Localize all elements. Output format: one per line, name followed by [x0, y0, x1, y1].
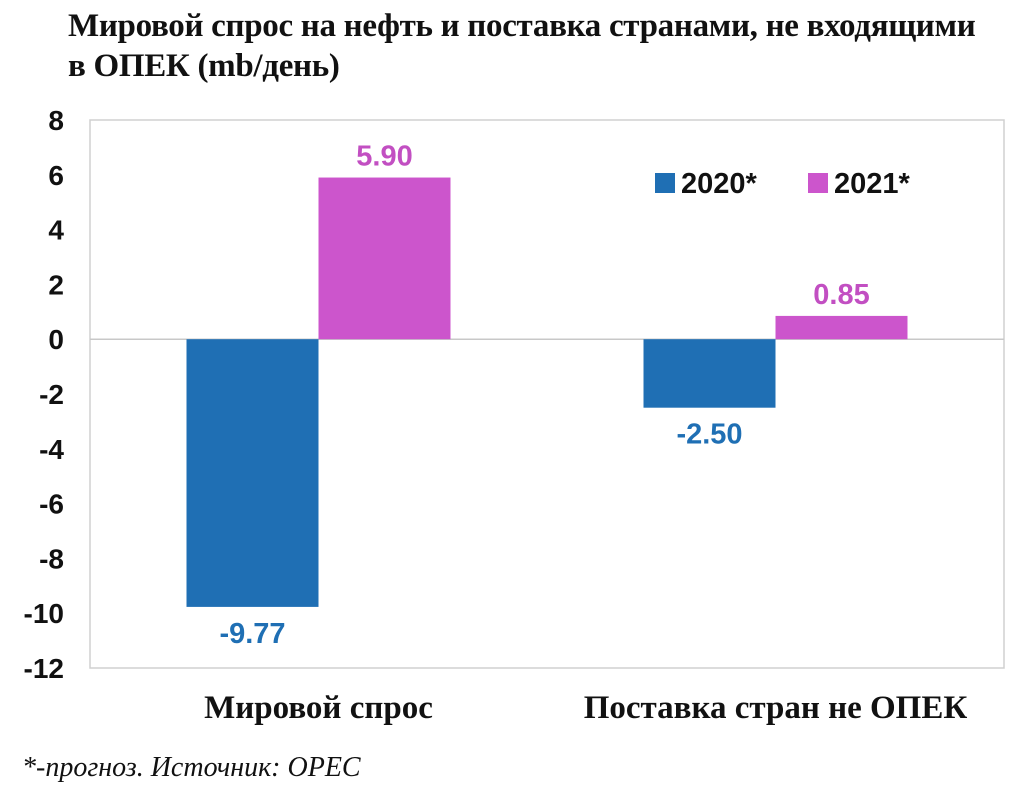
data-label: 0.85 [813, 279, 869, 311]
bar-2020 [643, 339, 776, 408]
data-label: -9.77 [219, 618, 285, 650]
y-tick-label: 4 [48, 215, 64, 246]
y-tick-label: -6 [39, 489, 64, 520]
y-tick-label: -10 [24, 598, 64, 629]
y-tick-label: 2 [48, 269, 64, 300]
chart-title: Мировой спрос на нефть и поставка страна… [68, 6, 998, 86]
category-label: Поставка стран не ОПЕК [584, 690, 968, 726]
legend-swatch [808, 173, 828, 193]
bar-2020 [186, 339, 319, 607]
plot-area [89, 119, 1005, 669]
legend-swatch [655, 173, 675, 193]
y-tick-label: 8 [48, 105, 64, 136]
bar-2021 [318, 177, 451, 340]
y-tick-label: 0 [48, 324, 64, 355]
footnote: *-прогноз. Источник: OPEC [22, 752, 361, 783]
data-label: 5.90 [356, 141, 412, 173]
y-tick-label: -8 [39, 543, 64, 574]
bar-2021 [775, 315, 908, 340]
legend-label: 2020* [681, 168, 758, 200]
y-tick-label: 6 [48, 160, 64, 191]
category-label: Мировой спрос [204, 690, 433, 726]
chart-title-line-2: в ОПЕК (mb/день) [68, 48, 340, 84]
y-tick-label: -4 [39, 434, 64, 465]
data-label: -2.50 [676, 419, 742, 451]
legend-label: 2021* [834, 168, 911, 200]
chart-title-line-1: Мировой спрос на нефть и поставка страна… [68, 8, 976, 44]
y-tick-label: -12 [24, 653, 64, 684]
y-tick-label: -2 [39, 379, 64, 410]
